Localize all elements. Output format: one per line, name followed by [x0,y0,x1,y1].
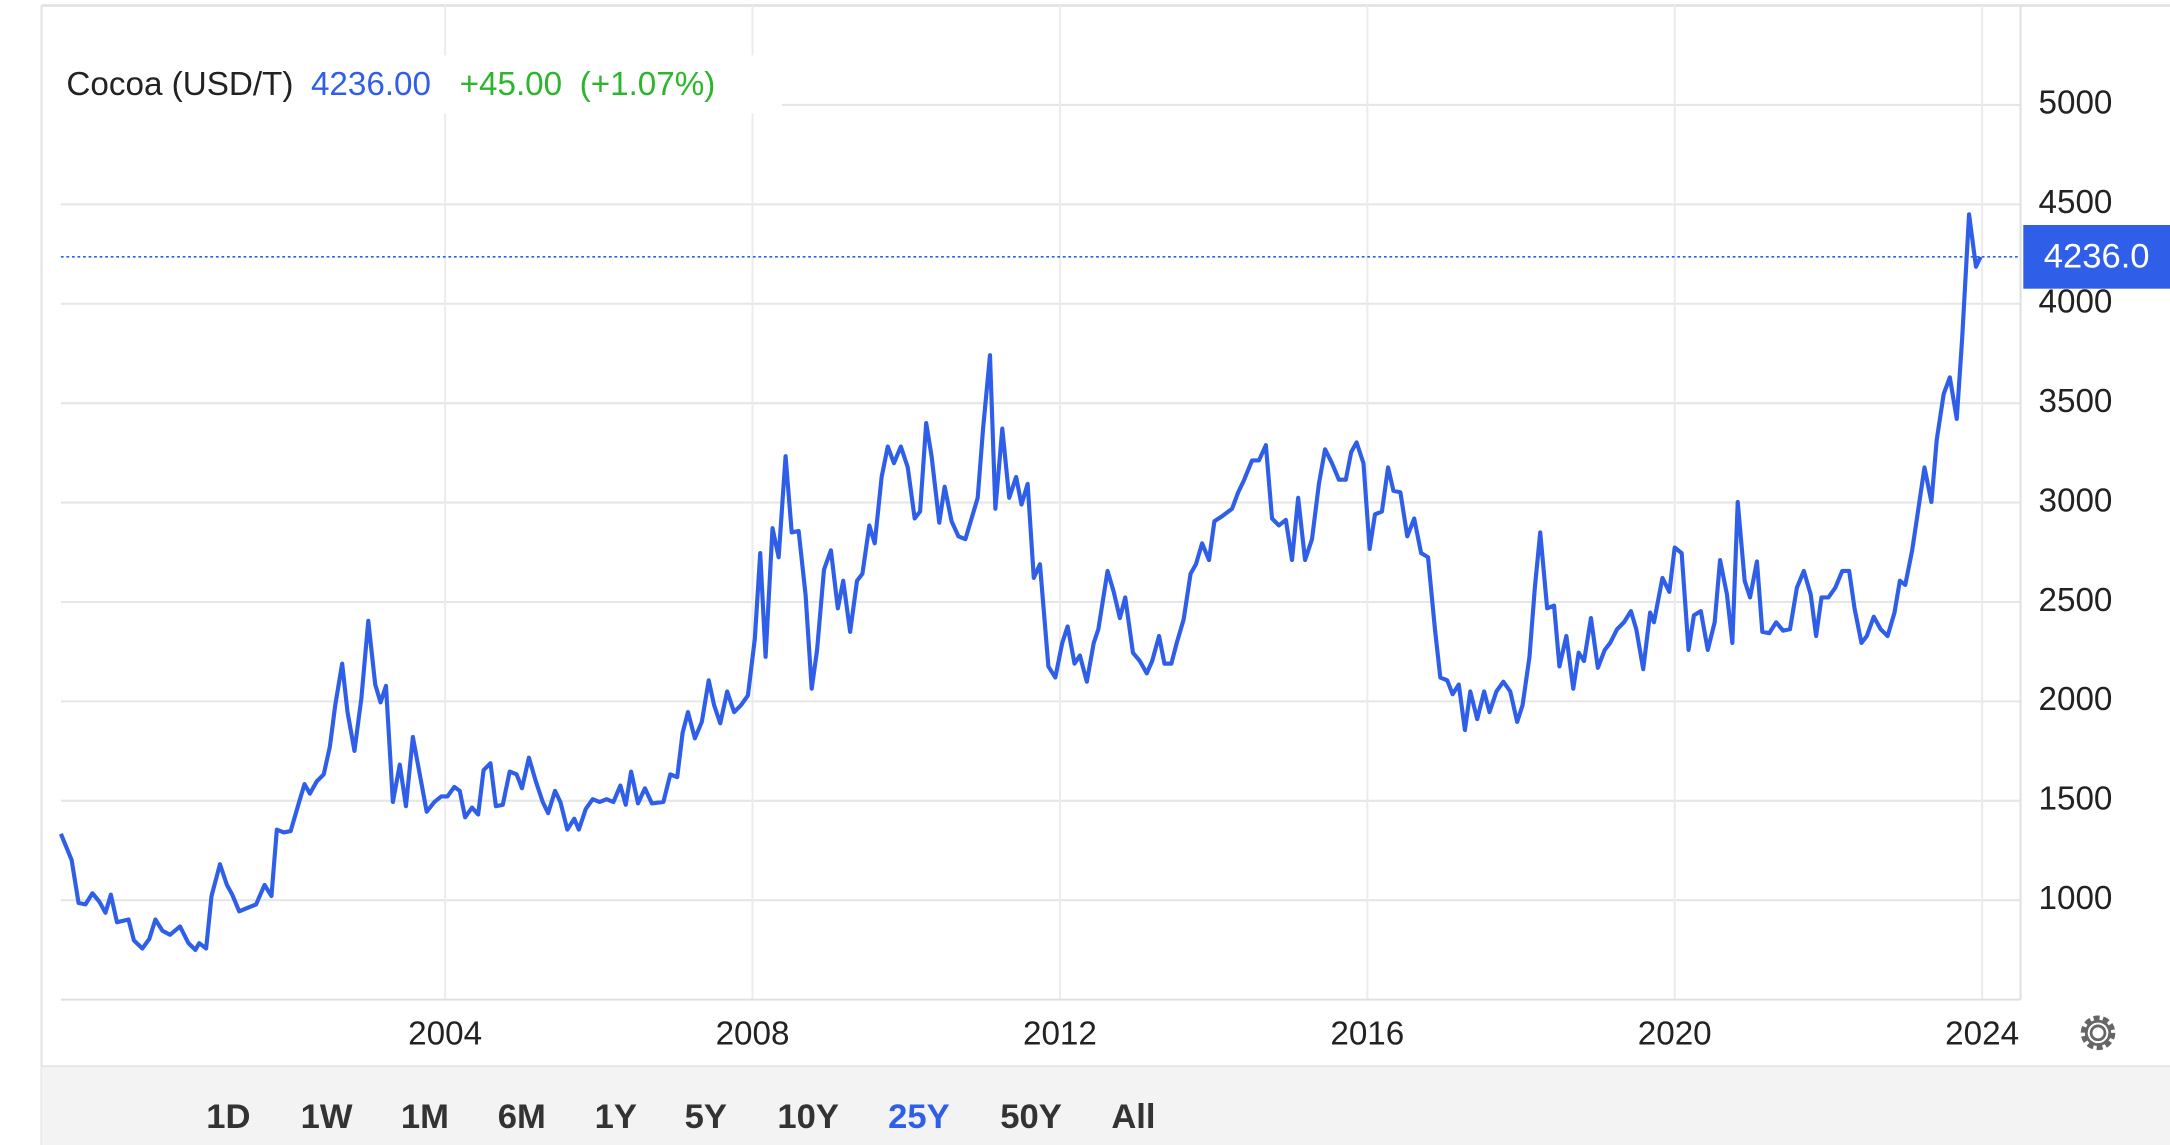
range-button[interactable]: 6M [498,1098,546,1136]
header-title: Cocoa (USD/T) [66,66,293,103]
x-tick-label: 2024 [1945,1015,2019,1052]
range-button[interactable]: 25Y [888,1098,950,1136]
range-button[interactable]: 5Y [685,1098,727,1136]
range-button[interactable]: 10Y [777,1098,839,1136]
y-tick-label: 4500 [2039,184,2113,221]
x-tick-label: 2016 [1330,1015,1404,1052]
range-button[interactable]: 1D [206,1098,250,1136]
range-button[interactable]: All [1111,1098,1155,1136]
price-line [58,212,1983,952]
y-tick-label: 3500 [2039,383,2113,420]
current-price-label: 4236.0 [2044,237,2150,275]
range-button[interactable]: 50Y [1000,1098,1062,1136]
header-last: 4236.00 [311,66,431,103]
y-tick-label: 2500 [2039,582,2113,619]
y-tick-label: 4000 [2039,284,2113,321]
range-bar [41,1066,2170,1145]
header: Cocoa (USD/T) 4236.00 +45.00 (+1.07%) [66,66,715,103]
x-tick-label: 2012 [1023,1015,1097,1052]
range-button[interactable]: 1Y [595,1098,637,1136]
x-tick-label: 2004 [408,1015,482,1052]
header-box [55,55,782,114]
plot: 4236.0 [58,212,2170,952]
range-button[interactable]: 1M [401,1098,449,1136]
grid: 1000 1500 2000 2500 3000 3500 4000 4500 5000 2004… [60,5,2113,1052]
y-tick-label: 3000 [2039,482,2113,519]
current-price-box [2023,224,2170,289]
x-tick-label: 2020 [1638,1015,1712,1052]
settings-icon-ring[interactable] [2084,1019,2112,1047]
y-tick-label: 5000 [2039,85,2113,122]
y-tick-label: 2000 [2039,681,2113,718]
y-tick-label: 1500 [2039,781,2113,818]
y-tick-label: 1000 [2039,880,2113,917]
settings-icon-hub[interactable] [2089,1024,2107,1042]
range-button[interactable]: 1W [301,1098,353,1136]
header-change-pct: (+1.07%) [580,66,716,103]
range-buttons: 1D 1W 1M 6M 1Y 5Y 10Y 25Y 50Y All [206,1098,1155,1136]
header-change: +45.00 [460,66,563,103]
x-tick-label: 2008 [716,1015,790,1052]
